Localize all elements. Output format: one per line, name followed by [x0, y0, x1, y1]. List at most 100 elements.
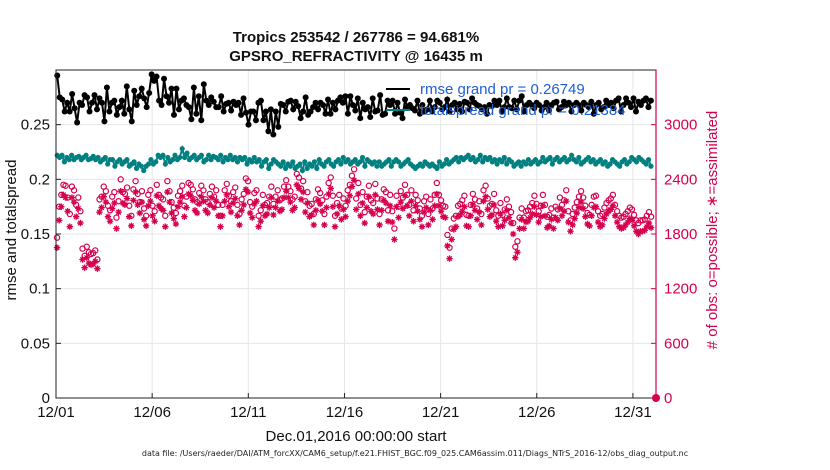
rmse-point [364, 104, 371, 111]
possible-point [609, 191, 617, 199]
totalspread-point [537, 159, 543, 165]
totalspread-point [436, 159, 443, 165]
y2-tick-label: 0 [664, 390, 672, 407]
possible-point [291, 193, 298, 200]
totalspread-point [218, 152, 224, 158]
assimilated-point [423, 204, 430, 211]
rmse-point [429, 108, 436, 115]
possible-point [350, 166, 358, 173]
assimilated-point [588, 212, 595, 219]
rmse-point [265, 128, 272, 135]
assimilated-point [365, 193, 373, 200]
assimilated-point [408, 198, 415, 205]
assimilated-point [501, 217, 508, 224]
rmse-point [322, 110, 329, 117]
assimilated-point [227, 208, 235, 216]
rmse-point [188, 116, 195, 123]
possible-point [189, 186, 197, 193]
rmse-point [173, 85, 180, 92]
possible-point [274, 187, 281, 194]
possible-point [153, 181, 160, 188]
rmse-point [168, 85, 175, 92]
assimilated-point [580, 205, 587, 212]
assimilated-point [166, 198, 173, 206]
assimilated-point [293, 181, 300, 188]
rmse-point [397, 109, 404, 116]
totalspread-point [419, 163, 426, 169]
totalspread-point [487, 154, 493, 161]
data-marks [53, 71, 655, 272]
rmse-point [367, 114, 374, 121]
possible-point [83, 243, 90, 250]
assimilated-point [109, 205, 116, 212]
totalspread-point [359, 154, 366, 161]
assimilated-point [558, 212, 566, 219]
rmse-point [618, 108, 625, 115]
rmse-point [488, 103, 495, 110]
rmse-point [89, 99, 96, 106]
rmse-point [198, 117, 205, 124]
assimilated-point [268, 194, 275, 201]
possible-point [113, 214, 120, 221]
possible-point [539, 191, 547, 199]
assimilated-point [490, 201, 498, 209]
assimilated-point [620, 224, 627, 231]
possible-point [255, 212, 262, 219]
rmse-point [337, 94, 344, 101]
assimilated-point [567, 228, 574, 235]
assimilated-point [493, 218, 500, 225]
assimilated-point [361, 219, 368, 227]
rmse-point [59, 96, 66, 103]
totalspread-point [105, 161, 111, 167]
assimilated-point [244, 188, 252, 196]
assimilated-point [266, 204, 273, 211]
assimilated-point [448, 236, 455, 243]
y-tick-label: 0.1 [29, 281, 50, 298]
assimilated-point [560, 208, 568, 215]
rmse-point [501, 104, 508, 111]
possible-point [138, 187, 146, 195]
rmse-point [531, 105, 538, 112]
possible-point [208, 183, 216, 190]
rmse-point [190, 84, 197, 91]
assimilated-point [89, 260, 97, 268]
rmse-point [541, 104, 548, 111]
rmse-point [143, 104, 150, 111]
rmse-point [195, 93, 202, 100]
possible-point [369, 199, 377, 207]
assimilated-point [512, 254, 519, 261]
assimilated-point [314, 197, 322, 204]
rmse-point [148, 71, 155, 78]
rmse-point [620, 101, 627, 108]
rmse-point [151, 77, 158, 84]
rmse-point [101, 118, 108, 125]
assimilated-point [630, 222, 638, 229]
assimilated-point [136, 209, 144, 217]
assimilated-point [221, 198, 228, 205]
possible-point [159, 196, 167, 203]
possible-point [212, 187, 220, 194]
assimilated-point [372, 191, 379, 199]
x-tick-label: 12/16 [326, 404, 364, 421]
assimilated-point [196, 200, 203, 208]
rmse-point [416, 110, 423, 117]
totalspread-point [198, 152, 205, 158]
assimilated-point [140, 216, 148, 223]
rmse-point [511, 97, 518, 104]
totalspread-point [165, 154, 171, 161]
possible-point [142, 212, 150, 219]
rmse-point [387, 101, 394, 108]
assimilated-point [299, 188, 307, 196]
assimilated-point [255, 223, 262, 230]
totalspread-point [112, 163, 118, 169]
totalspread-point [456, 159, 462, 165]
rmse-point [218, 93, 225, 100]
rmse-point [193, 110, 200, 117]
assimilated-point [452, 223, 460, 230]
assimilated-point [272, 204, 279, 211]
x-tick-label: 12/21 [422, 404, 460, 421]
assimilated-point [439, 213, 447, 220]
rmse-point [282, 108, 289, 115]
rmse-point [603, 97, 610, 104]
assimilated-point [53, 244, 61, 251]
